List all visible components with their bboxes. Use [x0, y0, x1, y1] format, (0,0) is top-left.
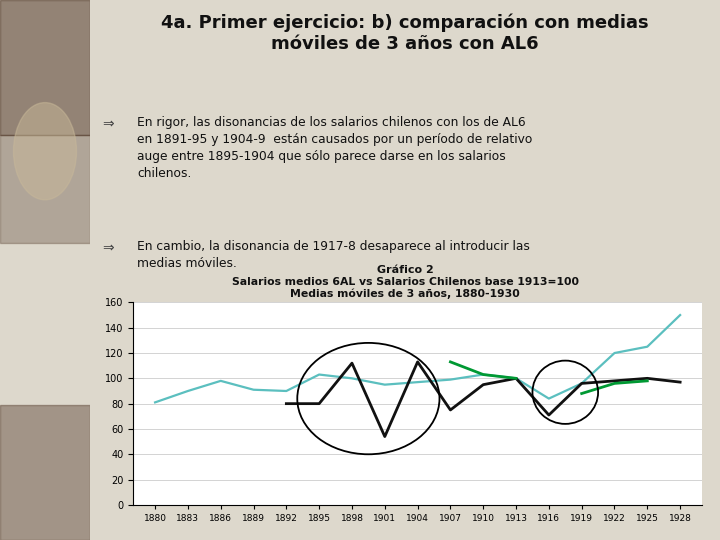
Media Movil 6 AL [348, 375, 356, 382]
Text: ⇒: ⇒ [102, 116, 114, 130]
Media Movil 6 AL [610, 350, 618, 356]
Chile Media Mov  Med Pon Ext [676, 379, 685, 386]
Bar [0, 135, 90, 243]
Chile Media Mov  Med Pon Ext [282, 401, 291, 407]
Media Movil 6 AL [512, 375, 521, 382]
Bar [0, 405, 90, 540]
Chile Media Mov  Med Pon Ext [544, 412, 553, 418]
Chile Media Mov Med Pond T. [577, 390, 586, 397]
Chile Media Mov  Med Pon Ext [380, 433, 389, 440]
Chile Media Mov  Med Pon Ext [610, 377, 618, 384]
Chile Media Mov  Med Pon Ext [643, 375, 652, 382]
Media Movil 6 AL [184, 388, 192, 394]
Ellipse shape [14, 103, 76, 200]
Text: En rigor, las disonancias de los salarios chilenos con los de AL6
en 1891-95 y 1: En rigor, las disonancias de los salario… [138, 116, 533, 180]
Chile Media Mov  Med Pon Ext [315, 401, 323, 407]
Line: Chile Media Mov Med Pond T.: Chile Media Mov Med Pond T. [451, 362, 647, 394]
Media Movil 6 AL [315, 372, 323, 378]
Chile Media Mov  Med Pon Ext [413, 359, 422, 365]
Bar [0, 0, 90, 135]
Chile Media Mov  Med Pon Ext [446, 407, 455, 413]
Chile Media Mov  Med Pon Ext [479, 381, 487, 388]
Chile Media Mov Med Pond T. [643, 377, 652, 384]
Chile Media Mov  Med Pon Ext [348, 360, 356, 366]
Chile Media Mov Med Pond T. [479, 372, 487, 378]
Text: 4a. Primer ejercicio: b) comparación con medias
móviles de 3 años con AL6: 4a. Primer ejercicio: b) comparación con… [161, 14, 649, 53]
Line: Media Movil 6 AL: Media Movil 6 AL [155, 315, 680, 402]
Media Movil 6 AL [544, 395, 553, 402]
Chile Media Mov Med Pond T. [610, 380, 618, 387]
Line: Chile Media Mov  Med Pon Ext: Chile Media Mov Med Pon Ext [287, 362, 680, 436]
Text: En cambio, la disonancia de 1917-8 desaparece al introducir las
medias móviles.: En cambio, la disonancia de 1917-8 desap… [138, 240, 530, 271]
Media Movil 6 AL [380, 381, 389, 388]
Media Movil 6 AL [446, 376, 455, 383]
Media Movil 6 AL [577, 380, 586, 387]
Media Movil 6 AL [676, 312, 685, 318]
Chile Media Mov Med Pond T. [446, 359, 455, 365]
Text: ⇒: ⇒ [102, 240, 114, 254]
Media Movil 6 AL [150, 399, 159, 406]
Chile Media Mov  Med Pon Ext [512, 375, 521, 382]
Media Movil 6 AL [413, 379, 422, 386]
Media Movil 6 AL [479, 372, 487, 378]
Text: Medias móviles de 3 años, 1880-1930: Medias móviles de 3 años, 1880-1930 [290, 289, 520, 299]
Media Movil 6 AL [249, 387, 258, 393]
Text: Gráfico 2: Gráfico 2 [377, 265, 433, 275]
Media Movil 6 AL [643, 343, 652, 350]
Text: Salarios medios 6AL vs Salarios Chilenos base 1913=100: Salarios medios 6AL vs Salarios Chilenos… [232, 277, 578, 287]
Media Movil 6 AL [282, 388, 291, 394]
Chile Media Mov Med Pond T. [512, 375, 521, 382]
Media Movil 6 AL [217, 377, 225, 384]
Chile Media Mov  Med Pon Ext [577, 380, 586, 387]
